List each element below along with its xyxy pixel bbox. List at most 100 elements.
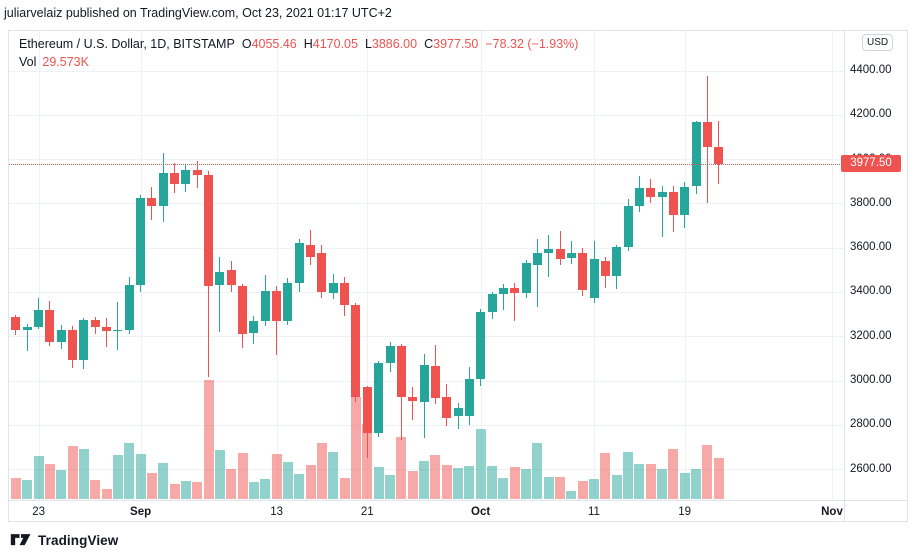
volume-bar: [112, 455, 123, 499]
volume-bar: [453, 467, 463, 499]
candle[interactable]: [702, 122, 712, 147]
candle[interactable]: [34, 309, 44, 327]
volume-bar: [282, 462, 293, 499]
candle[interactable]: [102, 326, 112, 332]
candle[interactable]: [476, 311, 486, 379]
candle[interactable]: [11, 316, 21, 331]
candle[interactable]: [124, 284, 134, 331]
candle-wick: [514, 283, 516, 321]
time-axis-label: Oct: [471, 506, 491, 518]
volume-bar: [487, 466, 497, 499]
candle[interactable]: [170, 173, 180, 184]
candle[interactable]: [510, 287, 520, 293]
candle[interactable]: [374, 363, 384, 434]
volume-legend: Vol 29.573K: [19, 54, 89, 70]
change-value: −78.32 (−1.93%): [485, 37, 579, 51]
time-axis-label: 19: [678, 506, 692, 518]
candle-wick: [412, 387, 414, 421]
candle[interactable]: [657, 191, 667, 198]
volume-bar: [124, 443, 135, 499]
candle[interactable]: [306, 245, 316, 257]
gridline-horizontal: [9, 291, 844, 293]
candle[interactable]: [555, 249, 565, 259]
candle[interactable]: [68, 330, 78, 361]
candle[interactable]: [430, 365, 440, 398]
candle[interactable]: [226, 270, 236, 286]
candle-wick: [502, 283, 504, 310]
candle[interactable]: [487, 294, 497, 312]
volume-bar: [657, 469, 667, 499]
candle[interactable]: [181, 169, 191, 185]
candle[interactable]: [634, 188, 644, 206]
volume-bar: [373, 467, 384, 499]
candle[interactable]: [260, 290, 270, 321]
candle[interactable]: [90, 320, 100, 327]
candle[interactable]: [578, 252, 588, 290]
candle[interactable]: [136, 197, 146, 285]
candle[interactable]: [79, 320, 89, 361]
candle[interactable]: [272, 290, 282, 321]
candle[interactable]: [147, 197, 157, 207]
candle[interactable]: [498, 287, 508, 295]
candle[interactable]: [600, 260, 610, 276]
candle[interactable]: [453, 408, 463, 417]
candle[interactable]: [340, 283, 350, 306]
candle[interactable]: [22, 326, 32, 331]
candle[interactable]: [283, 283, 293, 321]
candle[interactable]: [566, 252, 576, 258]
volume-bar: [56, 470, 67, 499]
candle[interactable]: [249, 320, 259, 334]
gridline-horizontal: [9, 247, 844, 249]
volume-bar: [543, 477, 554, 499]
ohlc-values: O4055.46 H4170.05 L3886.00 C3977.50: [242, 36, 479, 52]
time-axis-label: 21: [360, 506, 374, 518]
candle[interactable]: [464, 378, 474, 416]
volume-bar: [396, 437, 407, 499]
chart-card: 4400.004200.004000.003800.003600.003400.…: [8, 30, 908, 522]
volume-bar: [44, 464, 55, 499]
candle[interactable]: [385, 346, 395, 364]
volume-bar: [237, 453, 248, 499]
candle[interactable]: [113, 330, 123, 332]
candle[interactable]: [589, 258, 599, 299]
volume-bar: [169, 484, 180, 499]
candle[interactable]: [521, 263, 531, 293]
candle[interactable]: [612, 246, 622, 276]
candle[interactable]: [56, 330, 66, 343]
candle[interactable]: [396, 346, 406, 397]
candle[interactable]: [668, 191, 678, 216]
candle[interactable]: [215, 272, 225, 286]
candle[interactable]: [442, 397, 452, 419]
candle[interactable]: [544, 249, 554, 254]
price-axis-label: 4400.00: [850, 64, 892, 76]
tradingview-branding[interactable]: TradingView: [10, 532, 118, 548]
candle[interactable]: [623, 205, 633, 247]
candle[interactable]: [362, 387, 372, 434]
symbol-title[interactable]: Ethereum / U.S. Dollar, 1D, BITSTAMP: [19, 37, 235, 51]
candle[interactable]: [204, 175, 214, 287]
candle[interactable]: [691, 122, 701, 187]
candle[interactable]: [238, 285, 248, 334]
candle[interactable]: [158, 173, 168, 207]
candle[interactable]: [646, 188, 656, 198]
candle[interactable]: [45, 309, 55, 343]
candle[interactable]: [351, 305, 361, 398]
attribution-text: juliarvelaiz published on TradingView.co…: [4, 6, 392, 20]
candle[interactable]: [408, 397, 418, 402]
candle[interactable]: [294, 243, 304, 284]
volume-bar: [464, 466, 475, 499]
plot-area[interactable]: [9, 31, 844, 500]
candle[interactable]: [532, 253, 542, 266]
volume-bar: [475, 429, 486, 499]
candle[interactable]: [192, 169, 202, 175]
candle-wick: [559, 230, 561, 266]
time-axis-separator: [9, 500, 907, 501]
candle[interactable]: [328, 283, 338, 293]
currency-toggle-button[interactable]: USD: [862, 34, 894, 51]
gridline-horizontal: [9, 336, 844, 338]
candle[interactable]: [317, 252, 327, 292]
candle[interactable]: [680, 186, 690, 216]
volume-bar: [713, 458, 724, 499]
candle[interactable]: [419, 364, 429, 402]
candle[interactable]: [714, 146, 724, 165]
